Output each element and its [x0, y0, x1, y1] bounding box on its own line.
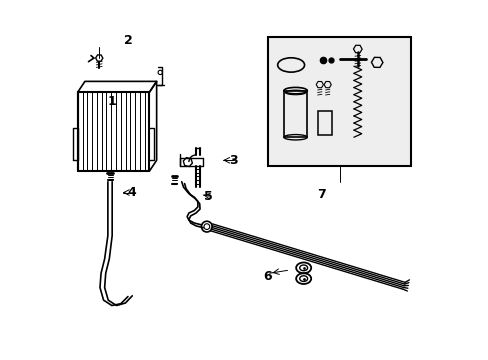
Text: 3: 3	[229, 154, 238, 167]
Text: 6: 6	[263, 270, 271, 283]
Bar	[267, 37, 410, 166]
Text: 1: 1	[107, 95, 116, 108]
Text: 2: 2	[123, 33, 132, 47]
Text: 5: 5	[204, 190, 213, 203]
Bar	[284, 91, 306, 137]
Text: 4: 4	[127, 186, 136, 199]
Text: 7: 7	[317, 188, 325, 201]
Bar	[317, 111, 332, 135]
